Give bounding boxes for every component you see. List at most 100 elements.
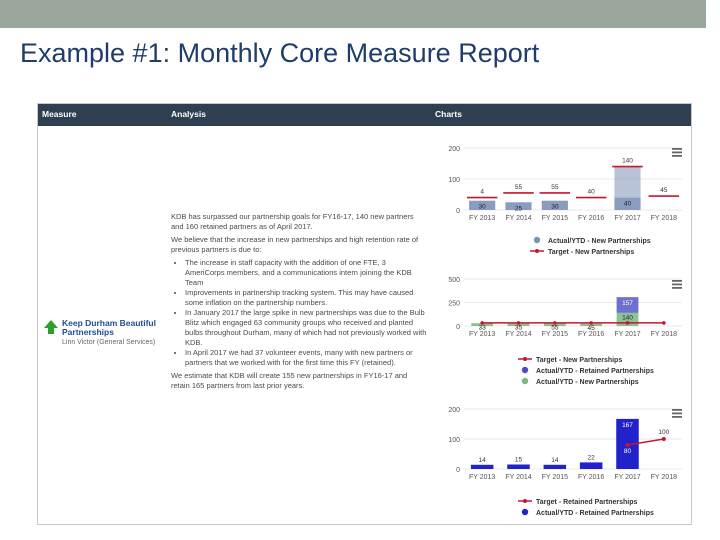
legend-marker [535,249,539,253]
chart-retained-partnerships: 200 100 0 FY 2013 FY 2014 FY 2015 FY 2016 FY 20… [448,407,682,517]
target-series-line [627,438,664,446]
bar-data-label: 22 [588,454,596,461]
bar-data-label: 25 [515,205,523,212]
target-data-label: 40 [588,189,596,196]
x-tick-label: FY 2013 [469,474,495,481]
list-item: Improvements in partnership tracking sys… [185,288,427,308]
y-tick-label: 100 [448,177,460,184]
y-tick-label: 0 [456,208,460,215]
bar-data-label: 45 [588,325,596,332]
measure-column-header: Measure [42,109,77,119]
analysis-text: KDB has surpassed our partnership goals … [171,212,427,394]
bar [507,464,530,469]
up-arrow-icon [44,320,58,334]
menu-line [672,416,682,418]
y-tick-label: 500 [448,277,460,284]
analysis-column-header: Analysis [171,109,206,119]
x-tick-label: FY 2017 [614,215,640,222]
bar-data-label: 30 [551,204,559,211]
legend-entry: Actual/YTD - Retained Partnerships [536,510,654,517]
target-point [625,321,630,325]
legend-entry: Target - Retained Partnerships [536,499,638,506]
menu-line [672,148,682,150]
target-data-label: 55 [515,184,523,191]
measure-owner: Linn Victor (General Services) [62,339,156,346]
chart-menu-icon[interactable] [672,409,682,418]
corner-square [706,0,720,28]
bar-data-label: 140 [622,314,633,321]
measure-name[interactable]: Keep Durham Beautiful Partnerships [62,318,156,337]
page-title: Example #1: Monthly Core Measure Report [20,38,540,68]
x-tick-label: FY 2018 [651,474,677,481]
x-tick-label: FY 2015 [542,331,568,338]
y-tick-label: 200 [448,407,460,414]
legend-marker [523,499,527,503]
analysis-paragraph: We believe that the increase in new part… [171,235,419,254]
chart-menu-icon[interactable] [672,148,682,157]
menu-line [672,283,682,286]
bar [543,464,567,469]
target-point [661,437,666,441]
chart-partnerships-combined: 500 250 0 FY 2013 FY 2014 FY 2015 FY 2016 FY 20… [448,277,682,386]
table-header: Measure Analysis Charts [38,104,691,126]
target-data-label: 4 [480,189,484,196]
y-tick-label: 0 [456,467,460,474]
legend-marker [523,357,527,361]
x-tick-label: FY 2013 [469,331,495,338]
menu-line [672,155,682,157]
menu-line [672,287,682,289]
legend-entry: Target - New Partnerships [548,249,634,256]
bar [505,202,532,210]
legend-marker [521,377,529,385]
x-tick-label: FY 2015 [542,474,568,481]
bar-data-label: 55 [551,325,559,332]
menu-line [672,280,682,282]
chart-new-partnerships: 200 100 0 FY 2013 FY 2014 FY 2015 FY 2016 FY 20… [448,146,682,256]
legend-marker [521,366,529,374]
point-data-label: 80 [624,448,632,455]
target-data-label: 45 [660,187,668,194]
bar [580,323,603,326]
legend-entry: Target - New Partnerships [536,357,622,364]
x-tick-label: FY 2014 [505,331,531,338]
bar-data-label: 15 [515,457,523,464]
point-data-label: 100 [658,429,669,436]
bar [470,464,494,469]
bar-data-label: 40 [624,201,632,208]
x-tick-label: FY 2016 [578,215,604,222]
y-tick-label: 250 [448,301,460,308]
chart-menu-icon[interactable] [672,280,682,289]
list-item: In April 2017 we had 37 volunteer events… [185,348,427,368]
target-point [553,321,557,325]
y-tick-label: 100 [448,437,460,444]
bar-stacked [616,297,639,313]
x-tick-label: FY 2018 [651,331,677,338]
bar-data-label: 14 [479,457,487,464]
menu-line [672,409,682,411]
x-tick-label: FY 2014 [505,215,531,222]
report-panel: Measure Analysis Charts Keep Durham Beau… [37,103,692,525]
legend-marker [521,508,529,516]
title-bar [0,0,720,28]
bar-data-label: 30 [479,204,487,211]
bar [614,197,641,210]
x-tick-label: FY 2017 [614,331,640,338]
x-tick-label: FY 2017 [614,474,640,481]
analysis-paragraph: We estimate that KDB will create 155 new… [171,371,408,390]
legend-entry: Actual/YTD - New Partnerships [548,238,651,245]
legend-marker [533,236,541,244]
bar [541,200,568,210]
x-tick-label: FY 2016 [578,474,604,481]
menu-line [672,151,682,154]
target-point [516,321,521,325]
target-point [625,443,630,447]
target-point [480,321,484,325]
legend-entry: Actual/YTD - Retained Partnerships [536,368,654,375]
charts-column-header: Charts [435,109,462,119]
legend-entry: Actual/YTD - New Partnerships [536,379,639,386]
x-tick-label: FY 2016 [578,331,604,338]
stack-data-label: 157 [622,300,633,307]
x-tick-label: FY 2013 [469,215,495,222]
target-point [662,321,666,325]
y-tick-label: 200 [448,146,460,153]
